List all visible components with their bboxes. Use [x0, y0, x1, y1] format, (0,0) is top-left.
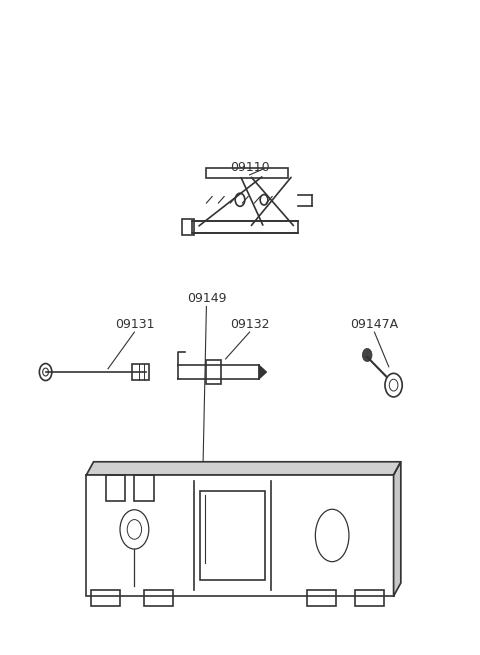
Bar: [144, 590, 173, 606]
Circle shape: [260, 195, 268, 205]
Polygon shape: [259, 365, 266, 379]
Bar: [134, 475, 154, 501]
Bar: [307, 590, 336, 606]
Circle shape: [362, 348, 372, 362]
Bar: [206, 360, 221, 384]
Circle shape: [235, 193, 245, 206]
Text: 09110: 09110: [230, 160, 269, 174]
Bar: [200, 491, 264, 580]
Bar: [91, 590, 120, 606]
Bar: [86, 475, 394, 596]
Text: 09147A: 09147A: [350, 318, 398, 331]
Text: 09131: 09131: [115, 318, 154, 331]
Bar: [106, 475, 125, 501]
Bar: [132, 364, 149, 380]
Bar: [192, 221, 298, 233]
Bar: [206, 168, 288, 179]
Polygon shape: [86, 462, 401, 475]
Bar: [355, 590, 384, 606]
Text: 09132: 09132: [230, 318, 269, 331]
Bar: [182, 219, 194, 236]
Polygon shape: [394, 462, 401, 596]
Text: 09149: 09149: [187, 291, 226, 305]
